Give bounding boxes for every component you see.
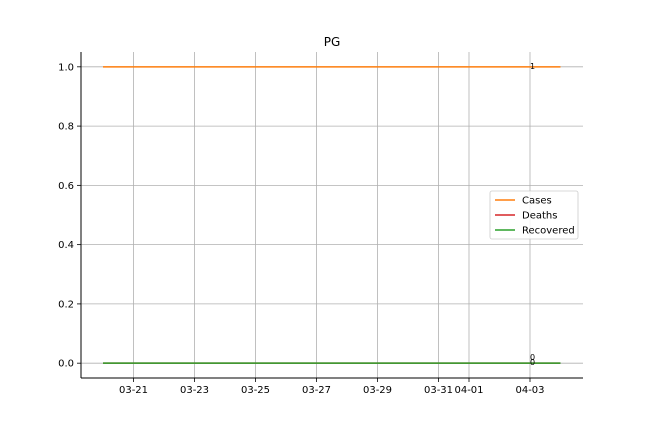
axes	[77, 52, 583, 382]
legend-label-cases: Cases	[522, 196, 552, 207]
y-tick-label: 0.2	[58, 299, 74, 310]
x-tick-label: 04-01	[454, 385, 483, 396]
y-tick-label: 0.8	[58, 122, 74, 133]
legend-label-deaths: Deaths	[522, 211, 557, 222]
chart-title: PG	[324, 35, 341, 49]
series-lines	[103, 66, 561, 364]
x-tick-label: 03-25	[241, 385, 270, 396]
legend: Cases Deaths Recovered	[489, 190, 579, 240]
x-tick-label: 03-31	[424, 385, 453, 396]
legend-box	[489, 190, 579, 240]
y-tick-label: 1.0	[58, 62, 74, 73]
data-label-recovered: 0	[530, 358, 535, 367]
data-labels: 1 00	[530, 62, 535, 367]
x-tick-label: 03-29	[363, 385, 392, 396]
tick-labels: 03-21 03-23 03-25 03-27 03-29 03-31 04-01 04-03…	[58, 62, 544, 396]
x-tick-label: 03-23	[180, 385, 209, 396]
y-tick-label: 0.6	[58, 181, 74, 192]
x-tick-label: 03-27	[302, 385, 331, 396]
data-label-deaths: 0	[530, 353, 535, 362]
y-tick-label: 0.4	[58, 240, 74, 251]
legend-label-recovered: Recovered	[522, 226, 575, 237]
data-label-cases: 1	[530, 62, 535, 71]
x-tick-label: 03-21	[119, 385, 148, 396]
y-tick-label: 0.0	[58, 359, 74, 370]
x-tick-label: 04-03	[515, 385, 544, 396]
